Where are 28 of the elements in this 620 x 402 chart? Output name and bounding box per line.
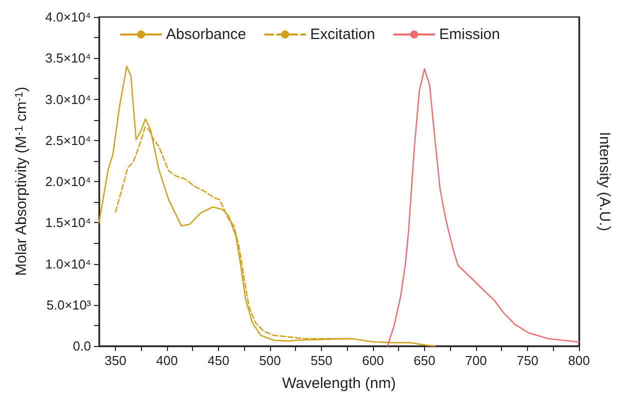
x-tick-label: 650 — [414, 353, 436, 368]
x-tick-label: 450 — [208, 353, 230, 368]
y-tick-label: 4.0×10⁴ — [45, 10, 91, 24]
x-tick-label: 550 — [310, 353, 332, 368]
x-tick-label: 500 — [259, 353, 281, 368]
y-tick-label: 0.0 — [72, 338, 91, 354]
y-tick-label: 2.0×10⁴ — [45, 174, 91, 189]
x-tick-label: 800 — [568, 353, 590, 368]
y2-axis-title: Intensity (A.U.) — [596, 132, 613, 232]
line-series — [114, 126, 354, 340]
x-tick-label: 750 — [516, 353, 538, 368]
legend-label: Absorbance — [166, 26, 246, 43]
y-tick-label: 1.5×10⁴ — [45, 215, 91, 230]
line-series — [386, 68, 580, 347]
legend-label: Excitation — [310, 26, 376, 43]
y-axis-title: Molar Absorptivity (M-1 cm-1) — [13, 86, 30, 276]
y-tick-label: 5.0×10³ — [46, 297, 92, 312]
y-tick-label: 2.5×10⁴ — [45, 132, 91, 148]
x-tick-label: 700 — [465, 353, 487, 368]
y-tick-label: 3.5×10⁴ — [45, 50, 91, 66]
x-tick-label: 350 — [104, 353, 126, 368]
x-tick-label: 600 — [362, 353, 384, 368]
line-series — [98, 66, 436, 347]
y-tick-label: 3.0×10⁴ — [45, 92, 91, 107]
x-axis-title: Wavelength (nm) — [282, 375, 396, 392]
x-tick-label: 400 — [156, 353, 178, 368]
legend-label: Emission — [439, 26, 500, 43]
y-tick-label: 1.0×10⁴ — [45, 256, 91, 272]
